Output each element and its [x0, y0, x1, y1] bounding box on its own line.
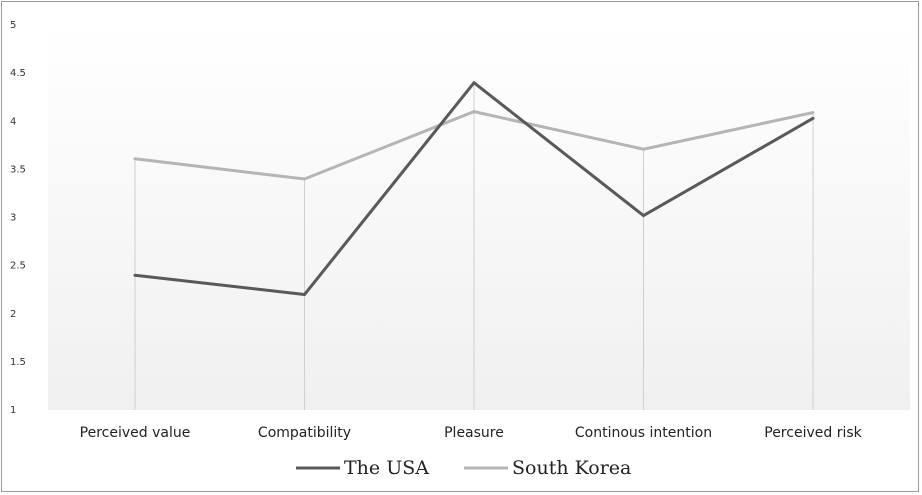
- x-tick-label: Perceived risk: [764, 425, 862, 441]
- y-tick-label: 5: [10, 20, 16, 31]
- y-tick-label: 1: [10, 405, 16, 416]
- y-tick-label: 4.5: [10, 68, 26, 79]
- x-tick-label: Pleasure: [444, 425, 504, 441]
- x-tick-label: Perceived value: [80, 425, 191, 441]
- y-tick-label: 2: [10, 309, 16, 320]
- plot-area: [48, 25, 910, 410]
- y-tick-label: 3.5: [10, 164, 26, 175]
- x-tick-label: Continous intention: [575, 425, 712, 441]
- y-tick-label: 2.5: [10, 261, 26, 272]
- legend-label: South Korea: [512, 457, 631, 479]
- series-line-south-korea: [133, 110, 815, 181]
- y-tick-label: 4: [10, 116, 16, 127]
- x-tick-label: Compatibility: [258, 425, 351, 441]
- y-tick-label: 1.5: [10, 357, 26, 368]
- y-tick-label: 3: [10, 213, 16, 224]
- legend-label: The USA: [344, 457, 429, 479]
- series-line-the-usa: [133, 80, 815, 297]
